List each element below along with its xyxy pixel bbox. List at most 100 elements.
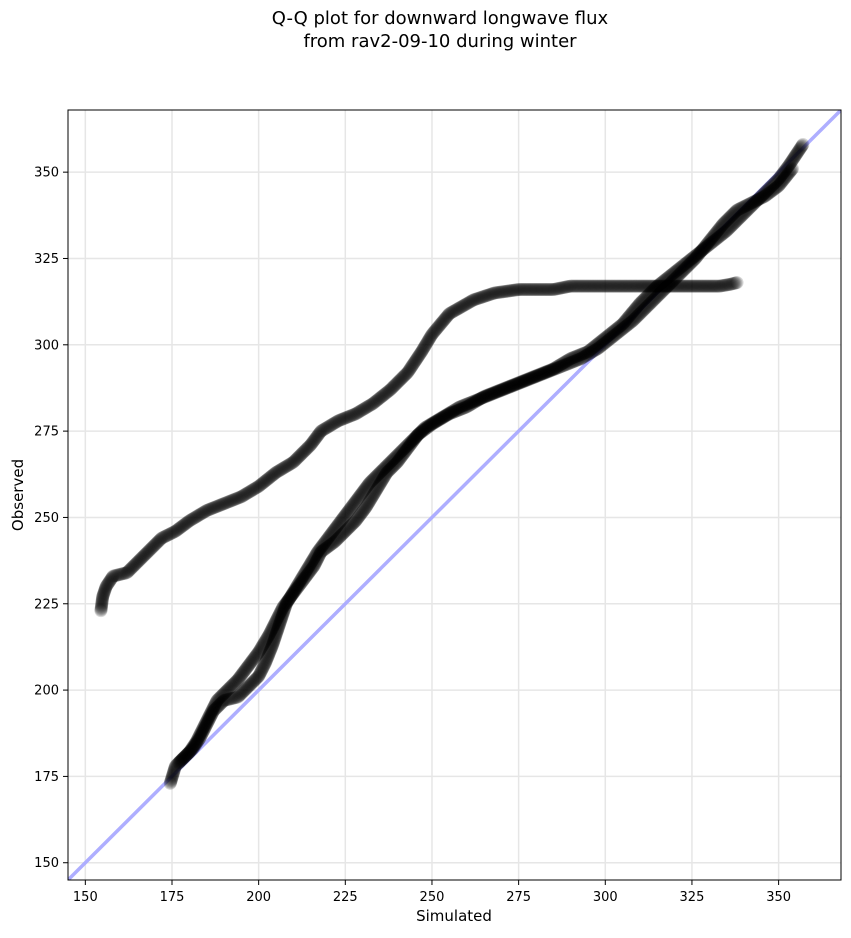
qq-point <box>465 397 479 411</box>
qq-point <box>288 584 302 598</box>
qq-point <box>567 350 581 364</box>
qq-point <box>187 511 201 525</box>
qq-point <box>434 317 448 331</box>
qq-point <box>165 772 179 786</box>
qq-point <box>216 497 230 511</box>
qq-point <box>240 661 254 675</box>
qq-point <box>253 642 267 656</box>
qq-point <box>260 473 274 487</box>
qq-point <box>448 303 462 317</box>
qq-point <box>622 309 636 323</box>
qq-point <box>313 547 327 561</box>
qq-point <box>551 359 565 373</box>
qq-point <box>336 527 350 541</box>
qq-point <box>625 279 639 293</box>
qq-point <box>442 307 456 321</box>
qq-point <box>195 507 209 521</box>
qq-point <box>656 275 670 289</box>
qq-point <box>265 623 279 637</box>
qq-point <box>356 504 370 518</box>
qq-point <box>626 304 640 318</box>
qq-point <box>377 470 391 484</box>
qq-point <box>683 279 697 293</box>
x-tick-label: 175 <box>160 890 185 905</box>
qq-point <box>191 732 205 746</box>
qq-point <box>381 385 395 399</box>
qq-point <box>200 714 214 728</box>
qq-point <box>750 193 764 207</box>
qq-point <box>173 754 187 768</box>
qq-point <box>361 478 375 492</box>
qq-point <box>515 283 529 297</box>
qq-point <box>583 343 597 357</box>
qq-point <box>699 279 713 293</box>
qq-point <box>405 360 419 373</box>
qq-point <box>710 231 724 245</box>
qq-point <box>588 339 602 353</box>
qq-point <box>505 378 519 392</box>
qq-point <box>429 323 443 337</box>
qq-point <box>186 742 200 756</box>
qq-point <box>632 297 646 311</box>
qq-point <box>733 211 747 225</box>
qq-point <box>103 574 117 588</box>
qq-point <box>305 554 319 568</box>
qq-point <box>270 625 284 639</box>
qq-point <box>678 257 692 271</box>
qq-point <box>369 484 383 498</box>
qq-point <box>401 364 415 378</box>
qq-point <box>517 374 531 388</box>
qq-point <box>223 494 237 508</box>
qq-point <box>169 524 183 538</box>
qq-point <box>331 414 345 428</box>
qq-point <box>455 299 469 313</box>
qq-point <box>213 697 227 711</box>
qq-point <box>252 645 266 659</box>
qq-point <box>476 390 490 404</box>
qq-point <box>321 540 335 554</box>
qq-point <box>201 714 215 728</box>
qq-point <box>645 279 659 293</box>
y-tick-label: 150 <box>34 856 59 871</box>
qq-point <box>355 486 369 500</box>
qq-point <box>528 369 542 383</box>
qq-point <box>271 621 285 635</box>
qq-point <box>482 387 496 401</box>
qq-point <box>143 543 157 557</box>
qq-point <box>531 283 545 297</box>
qq-point <box>787 151 801 165</box>
qq-point <box>739 205 753 219</box>
qq-point <box>602 279 616 293</box>
qq-point <box>644 286 658 300</box>
qq-point <box>498 381 512 395</box>
qq-point <box>335 513 349 527</box>
qq-point <box>646 283 660 297</box>
qq-point <box>167 766 181 780</box>
qq-point <box>544 283 558 297</box>
qq-point <box>585 342 599 356</box>
qq-point <box>98 582 112 596</box>
qq-point <box>344 409 358 423</box>
qq-point <box>290 451 304 465</box>
qq-point <box>525 371 539 385</box>
qq-point <box>321 531 335 545</box>
qq-point <box>270 613 284 627</box>
qq-point <box>725 219 739 233</box>
qq-point <box>554 357 568 371</box>
qq-point <box>256 660 270 674</box>
qq-point <box>367 396 381 410</box>
qq-point <box>146 540 160 554</box>
qq-point <box>300 562 314 576</box>
qq-point <box>342 504 356 518</box>
qq-point <box>764 179 778 193</box>
qq-point <box>276 461 290 475</box>
qq-point <box>717 226 731 240</box>
qq-point <box>278 460 292 474</box>
qq-point <box>377 388 391 402</box>
qq-point <box>418 423 432 437</box>
qq-point <box>271 610 285 624</box>
qq-point <box>596 279 610 293</box>
qq-point <box>345 499 359 513</box>
qq-point <box>268 466 282 480</box>
